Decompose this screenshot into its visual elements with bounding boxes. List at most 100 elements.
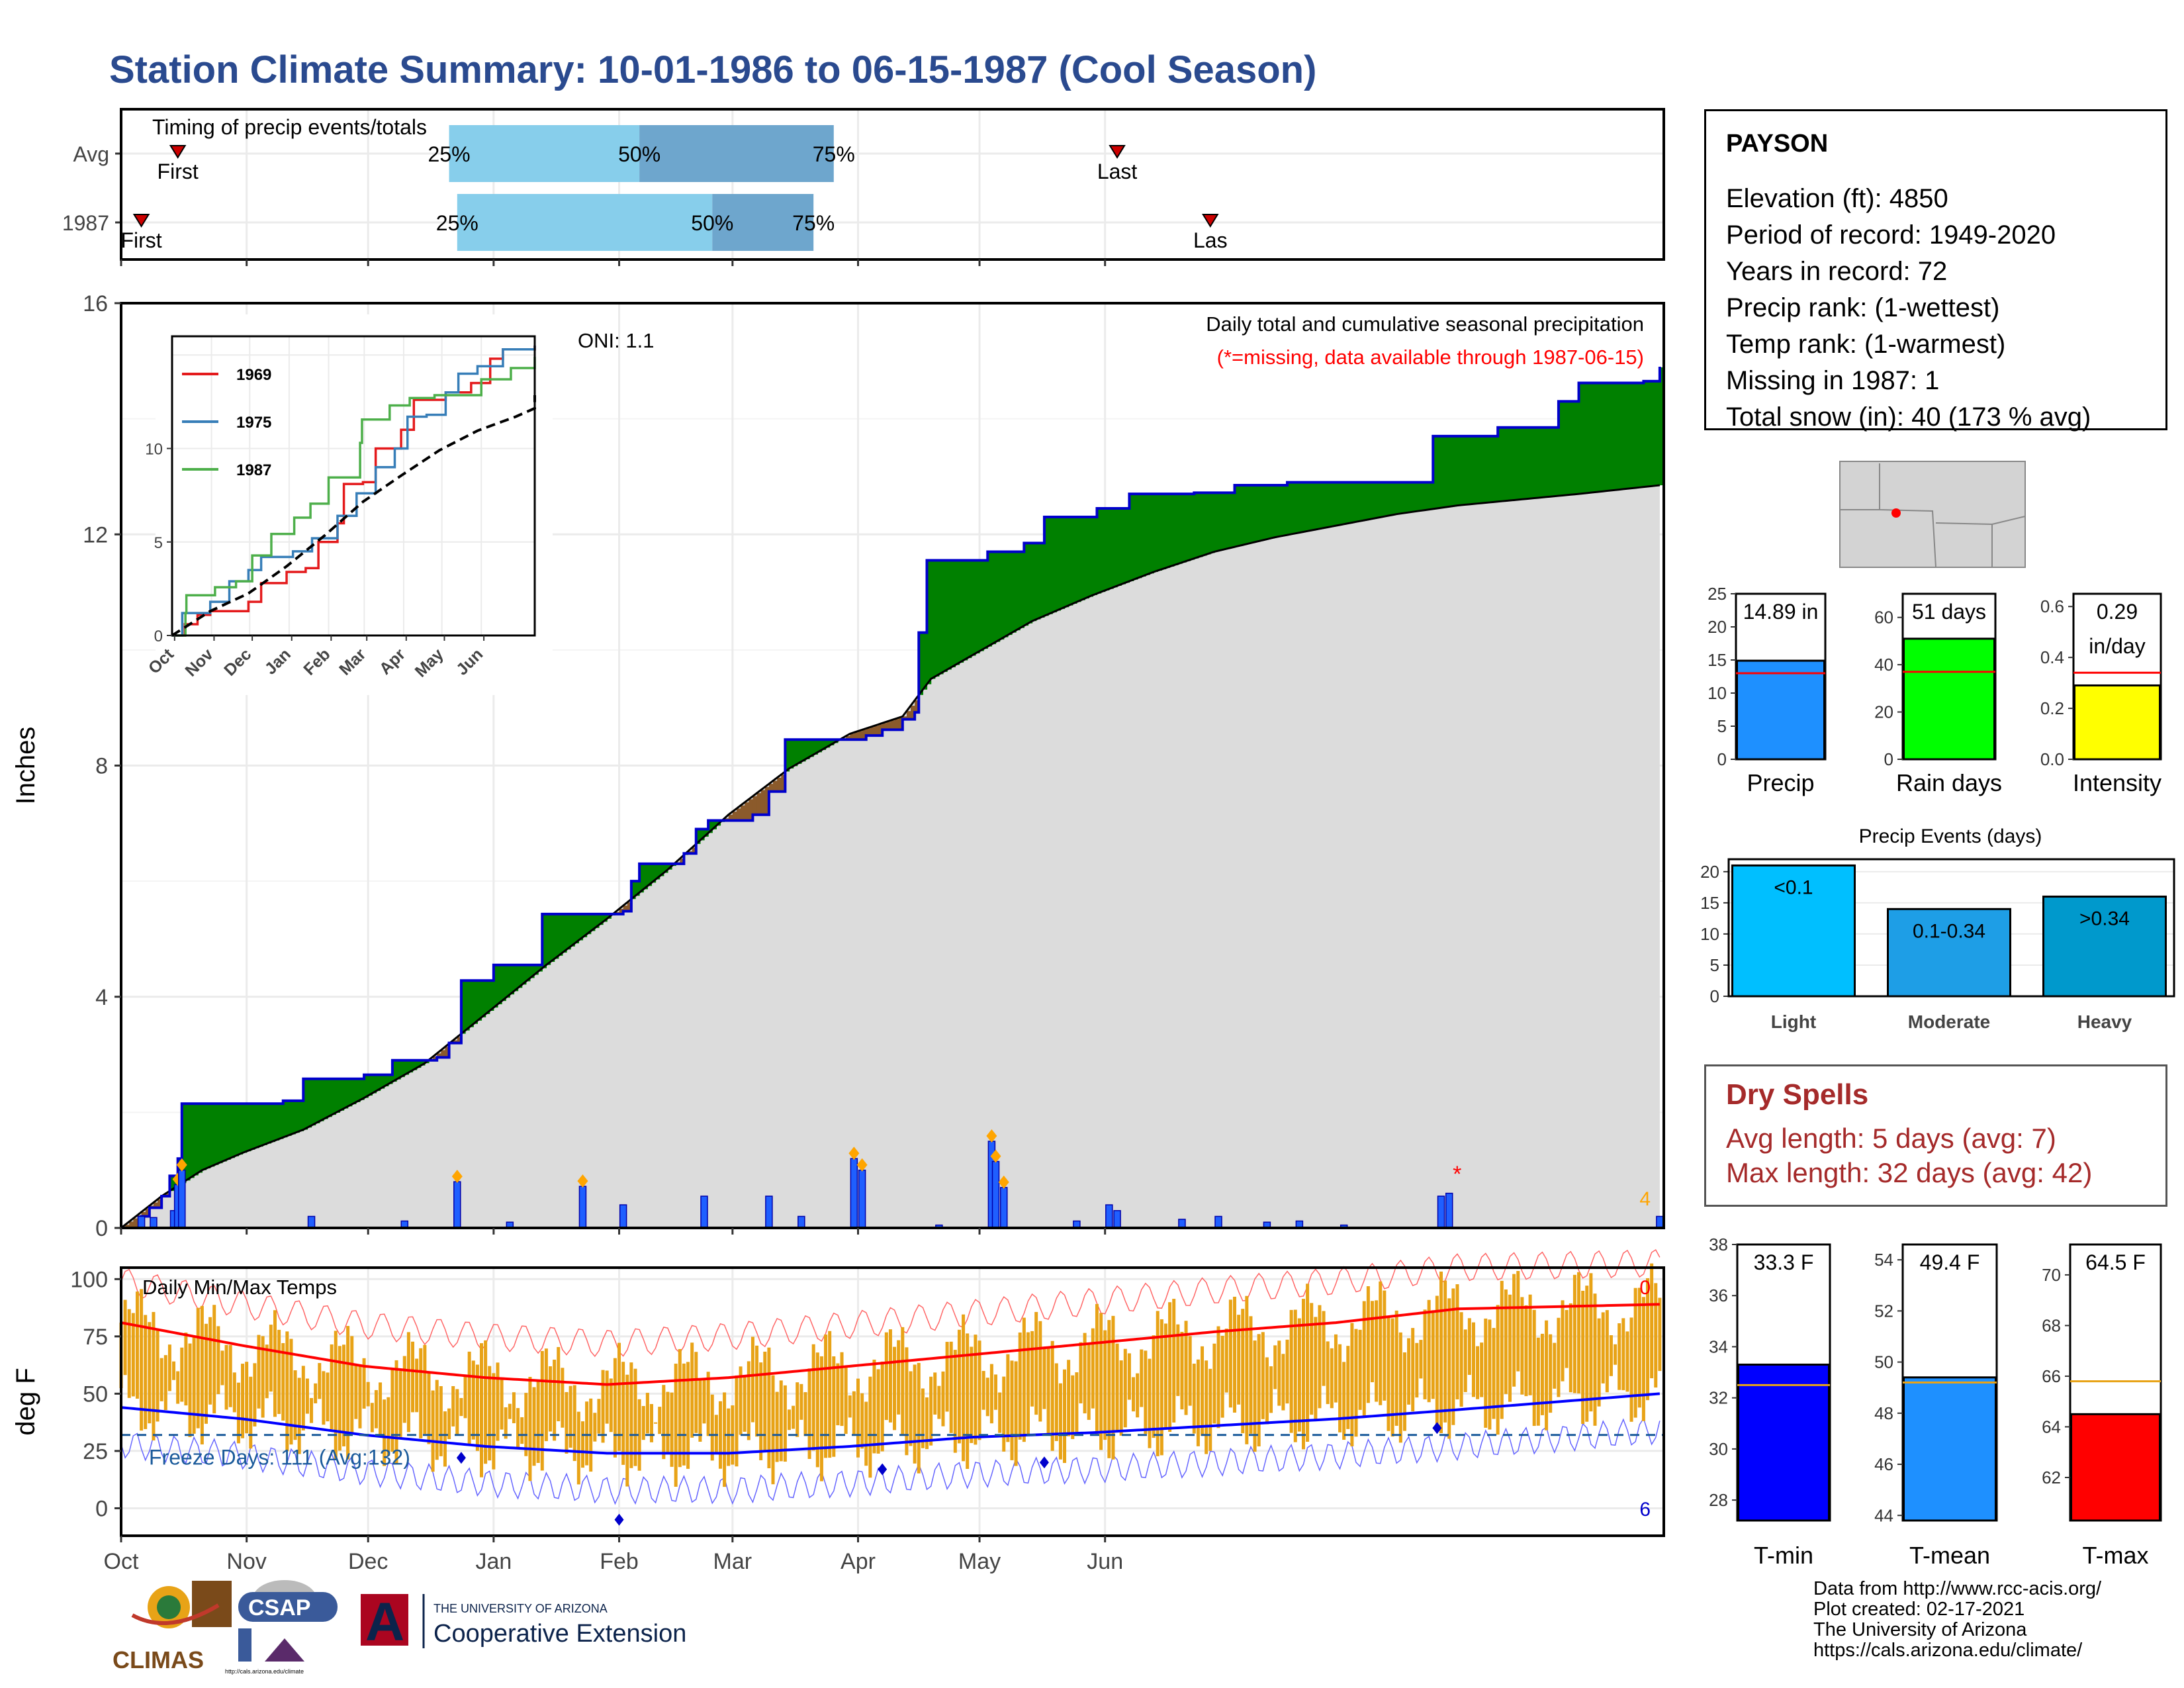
daily-temp-bar [516,1408,520,1450]
temp-bottom-count: 6 [1639,1499,1651,1521]
intensity-mini-label: Intensity [2073,769,2161,796]
daily-temp-bar [929,1376,933,1446]
daily-precip-bar [137,1215,146,1229]
daily-temp-bar [1297,1318,1301,1432]
daily-temp-bar [978,1340,981,1440]
rain-days-mini-tick: 0 [1884,749,1893,769]
daily-temp-bar [658,1407,662,1434]
tmin-mini-label: T-min [1754,1542,1813,1569]
daily-precip-bar [850,1158,858,1229]
daily-temp-bar [488,1366,492,1461]
daily-precip-bar [1656,1215,1664,1229]
daily-temp-bar [188,1343,192,1437]
precip-departure-fill [158,1199,162,1208]
precip-departure-fill [1181,494,1187,563]
daily-temp-bar [1658,1297,1662,1372]
daily-temp-bar [1091,1328,1095,1409]
precip-departure-fill [805,739,810,759]
precip-departure-fill [336,1078,340,1113]
precip-departure-fill [412,1060,418,1070]
daily-temp-bar [649,1404,653,1442]
daily-temp-bar [167,1344,171,1391]
daily-temp-bar [536,1380,540,1463]
precip-departure-fill [1154,494,1158,573]
precip-departure-fill [931,560,936,679]
ua-small-text: THE UNIVERSITY OF ARIZONA [433,1602,608,1615]
precip-event-bar [2042,895,2167,998]
daily-precip-bar [765,1196,773,1229]
precip-departure-fill [1356,482,1361,522]
daily-temp-bar [431,1390,435,1472]
precip-departure-fill [1506,427,1511,501]
daily-temp-bar [196,1307,200,1429]
precip-departure-fill [578,914,584,941]
daily-temp-bar [1370,1301,1374,1383]
precip-departure-fill [1412,482,1418,512]
precip-departure-fill [1141,494,1146,577]
daily-max-diamond [990,1149,1001,1163]
daily-temp-bar [512,1392,516,1423]
dry-spells-box: Dry Spells Avg length: 5 days (avg: 7) M… [1704,1064,2167,1207]
daily-max-diamond [577,1174,588,1188]
precip-departure-fill [1218,492,1223,551]
daily-temp-bar [544,1348,548,1442]
daily-temp-bar [362,1358,366,1409]
precip-mini-tick: 15 [1707,650,1727,670]
daily-max-diamond [451,1170,463,1184]
daily-temp-bar [694,1352,698,1433]
precip-departure-fill [1485,436,1490,503]
precip-departure-fill [1007,551,1013,635]
daily-temp-bar [1451,1288,1455,1425]
precip-departure-fill [351,1078,357,1105]
precip-departure-fill [1594,383,1600,492]
daily-temp-bar [718,1401,722,1469]
daily-temp-bar [998,1392,1002,1433]
precip-departure-fill [315,1078,320,1123]
precip-departure-fill [291,1100,296,1135]
precip-departure-fill [894,719,899,730]
precip-departure-fill [489,980,494,1011]
precip-departure-fill [870,727,875,736]
daily-temp-bar [937,1385,941,1419]
daily-temp-bar [1375,1300,1379,1402]
precip-departure-fill [1044,517,1049,616]
daily-temp-bar [532,1387,536,1466]
daily-temp-bar [1042,1348,1046,1409]
daily-temp-bar [1220,1335,1224,1418]
daily-temp-bar [698,1379,702,1442]
precip-departure-fill [1408,482,1414,513]
daily-temp-bar [1314,1317,1318,1421]
precip-departure-fill [741,805,745,821]
daily-temp-bar [913,1364,917,1464]
precip-departure-fill [404,1060,409,1075]
daily-temp-bar [1565,1309,1569,1368]
precip-departure-fill [1525,427,1531,499]
precip-departure-fill [959,560,964,663]
daily-temp-bar [662,1385,666,1460]
daily-temp-bar [261,1336,265,1418]
precip-departure-fill [1040,543,1045,618]
freeze-days-label: Freeze Days: 111 (Avg:132) [149,1445,410,1469]
precip-departure-fill [1514,427,1519,500]
precip-departure-fill [1020,551,1024,628]
precip-departure-fill [307,1078,312,1128]
precip-departure-fill [433,1056,437,1060]
precip-departure-fill [473,980,478,1024]
timing-bar-q50-q75 [712,194,814,251]
daily-temp-bar [520,1417,524,1444]
timing-label-75: 75% [792,211,835,235]
precip-departure-fill [522,964,527,985]
daily-temp-bar [796,1382,799,1437]
precip-departure-fill [420,1060,426,1066]
daily-temp-bar [621,1362,625,1465]
precip-departure-fill [469,980,474,1027]
daily-temp-bar [148,1322,152,1424]
precip-departure-fill [1388,482,1393,516]
precip-departure-fill [862,729,867,740]
precip-departure-fill [1214,492,1219,552]
precip-departure-fill [529,964,535,978]
daily-temp-bar [281,1342,285,1421]
temp-y-axis-label: deg F [11,1368,40,1435]
precip-departure-fill [1396,482,1401,514]
precip-departure-fill [1453,436,1458,506]
